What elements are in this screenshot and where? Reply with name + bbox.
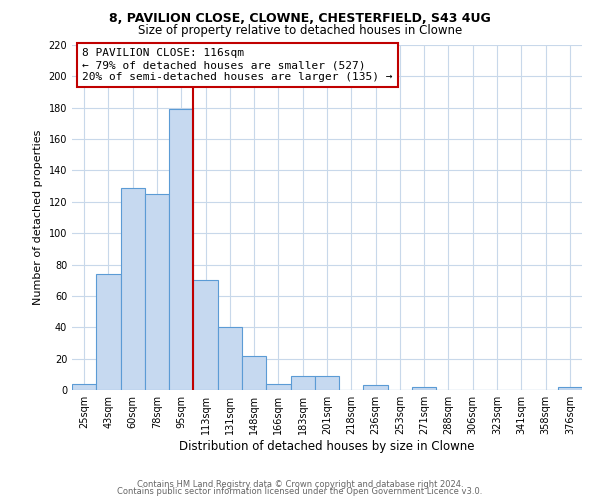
Bar: [290, 376, 315, 390]
Bar: [412, 387, 436, 390]
X-axis label: Distribution of detached houses by size in Clowne: Distribution of detached houses by size …: [179, 440, 475, 453]
Bar: [193, 280, 218, 390]
Text: 8 PAVILION CLOSE: 116sqm
← 79% of detached houses are smaller (527)
20% of semi-: 8 PAVILION CLOSE: 116sqm ← 79% of detach…: [82, 48, 392, 82]
Bar: [266, 384, 290, 390]
Bar: [315, 376, 339, 390]
Bar: [364, 386, 388, 390]
Y-axis label: Number of detached properties: Number of detached properties: [33, 130, 43, 305]
Text: Size of property relative to detached houses in Clowne: Size of property relative to detached ho…: [138, 24, 462, 37]
Bar: [96, 274, 121, 390]
Bar: [121, 188, 145, 390]
Bar: [72, 384, 96, 390]
Text: Contains HM Land Registry data © Crown copyright and database right 2024.: Contains HM Land Registry data © Crown c…: [137, 480, 463, 489]
Bar: [558, 387, 582, 390]
Text: 8, PAVILION CLOSE, CLOWNE, CHESTERFIELD, S43 4UG: 8, PAVILION CLOSE, CLOWNE, CHESTERFIELD,…: [109, 12, 491, 26]
Bar: [218, 328, 242, 390]
Bar: [169, 110, 193, 390]
Bar: [242, 356, 266, 390]
Bar: [145, 194, 169, 390]
Text: Contains public sector information licensed under the Open Government Licence v3: Contains public sector information licen…: [118, 487, 482, 496]
